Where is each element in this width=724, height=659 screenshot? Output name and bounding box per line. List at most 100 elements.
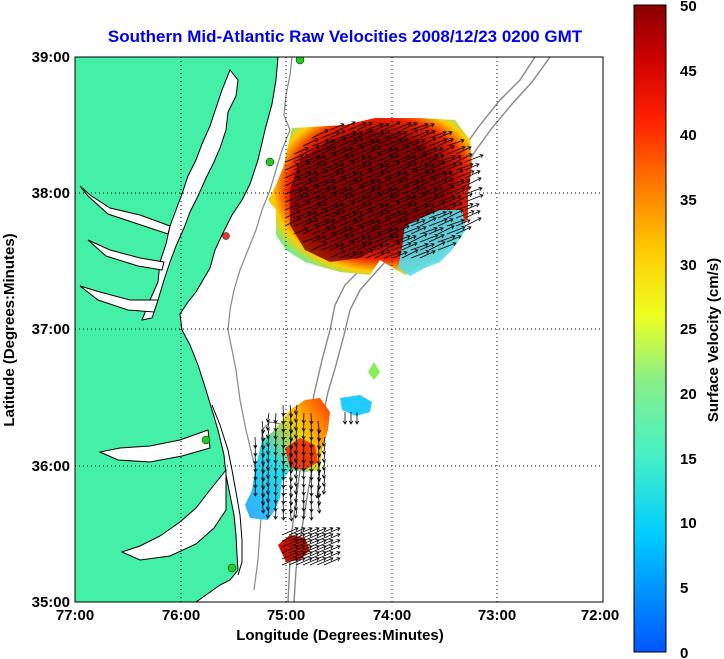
velocity-arrow [428,178,448,187]
velocity-arrow [392,225,410,235]
velocity-arrow [293,476,299,487]
velocity-arrow [374,130,391,139]
velocity-arrow [455,153,473,163]
velocity-arrow [437,131,453,139]
velocity-arrow [392,202,412,211]
velocity-arrow [401,209,419,219]
y-tick-label: 37:00 [32,321,70,338]
velocity-arrow [323,551,341,560]
velocity-arrow [293,412,299,423]
y-axis-label: Latitude (Degrees:Minutes) [1,233,18,426]
velocity-arrow [428,170,447,179]
velocity-arrow [374,154,394,163]
colorbar-tick-label: 5 [680,580,688,597]
velocity-arrow [320,139,336,147]
velocity-arrow [365,210,385,219]
velocity-arrow [365,242,384,251]
velocity-arrow [253,484,258,497]
velocity-arrow [265,460,271,471]
x-tick-label: 74:00 [373,607,411,624]
velocity-arrow [410,226,427,235]
york-james-rivers [79,285,159,313]
velocity-arrow [295,545,313,554]
velocity-arrow [311,209,329,219]
velocity-arrow [329,194,349,203]
pamlico-sound [120,468,227,561]
velocity-arrow [428,130,447,139]
velocity-arrow [356,146,376,155]
velocity-arrow [392,211,408,219]
colorbar-tick-label: 25 [680,321,697,338]
velocity-arrow [365,162,384,171]
velocity-arrow [321,484,327,495]
velocity-arrow [365,146,382,155]
velocity-arrow [419,123,435,131]
velocity-arrow [464,194,484,203]
velocity-field-isolated [368,362,380,380]
velocity-arrow [302,218,319,227]
velocity-arrow [320,146,337,155]
velocity-arrow [311,138,330,147]
velocity-arrow [374,210,391,219]
velocity-arrow [329,137,347,147]
colorbar-tick-label: 15 [680,451,697,468]
radar-station-marker [227,563,237,573]
velocity-arrow [392,178,409,187]
velocity-arrow [365,233,383,243]
velocity-arrow [392,218,409,227]
velocity-arrow [320,233,338,243]
velocity-arrow [321,468,327,479]
velocity-arrow [446,186,466,195]
velocity-arrow [342,412,348,425]
velocity-arrow [302,211,318,219]
velocity-arrow [437,185,455,195]
colorbar-tick-label: 40 [680,127,697,144]
velocity-arrow [320,202,339,211]
velocity-arrow [410,193,428,203]
velocity-arrow [329,203,345,211]
velocity-arrow [316,551,334,560]
velocity-arrow [392,242,412,251]
velocity-arrow [374,123,390,131]
velocity-arrow [338,218,358,227]
velocity-arrow [347,131,363,139]
colorbar-label: Surface Velocity (cm/s) [705,258,722,422]
velocity-arrow [446,195,462,203]
velocity-arrow [320,130,340,139]
velocity-arrow [302,545,320,554]
velocity-arrow [419,210,436,219]
velocity-arrow [428,147,444,155]
velocity-arrow [365,153,383,163]
velocity-arrow [311,195,327,203]
velocity-arrow [323,527,341,536]
velocity-arrow [428,234,445,243]
velocity-arrow [338,178,358,187]
velocity-arrow [401,178,420,187]
velocity-arrow [347,145,365,155]
y-tick-label: 39:00 [32,49,70,66]
velocity-arrow [410,242,429,251]
velocity-vectors [253,121,484,566]
velocity-arrow [410,219,426,227]
velocity-arrow [347,185,365,195]
velocity-arrow [320,170,340,179]
velocity-arrow [356,202,373,211]
colorbar-tick-label: 30 [680,257,697,274]
velocity-arrow [288,539,306,548]
velocity-arrow [401,122,418,131]
velocity-arrow [320,193,338,203]
velocity-arrow [356,209,374,219]
velocity-arrow [329,186,348,195]
velocity-arrow [329,210,346,219]
velocity-arrow [401,195,417,203]
velocity-arrow [401,146,421,155]
velocity-arrow [284,210,301,219]
velocity-arrow [329,234,349,243]
velocity-arrow [323,533,341,542]
velocity-arrow [309,551,327,560]
colorbar-tick-label: 10 [680,515,697,532]
velocity-arrow [293,484,299,495]
velocity-arrow [365,139,381,147]
velocity-arrow [347,122,367,131]
velocity-arrow [428,210,447,219]
